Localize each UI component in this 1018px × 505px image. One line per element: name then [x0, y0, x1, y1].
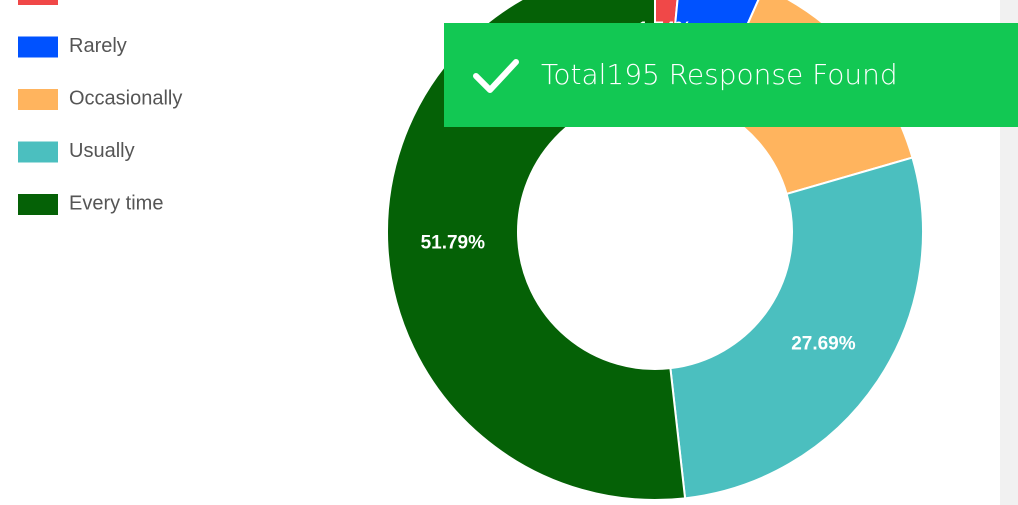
slice-label: 27.69%: [791, 333, 856, 354]
legend-swatch: [18, 0, 58, 5]
legend-swatch: [18, 194, 58, 215]
legend-label: Rarely: [69, 35, 127, 57]
legend-label: Usually: [69, 140, 135, 162]
legend-label: Every time: [69, 192, 163, 214]
slice-label: 51.79%: [421, 232, 486, 253]
legend-swatch: [18, 36, 58, 58]
toast-background: [444, 23, 1018, 127]
toast: Total195 Response Found: [444, 23, 1018, 127]
toast-message: Total195 Response Found: [541, 58, 898, 91]
legend-swatch: [18, 89, 58, 110]
legend-label: Occasionally: [69, 87, 182, 109]
legend-label: Never: [69, 0, 123, 4]
check-icon: [473, 59, 519, 93]
legend-swatch: [18, 141, 58, 163]
slice: [669, 156, 924, 500]
